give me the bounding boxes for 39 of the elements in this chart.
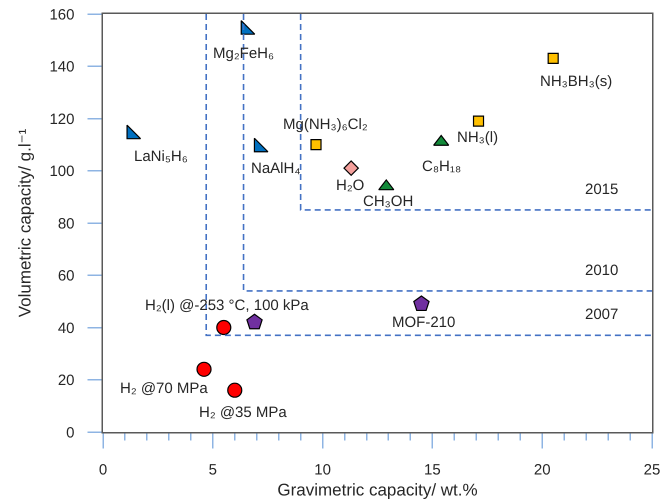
series-label: H₂(l) @-253 °C, 100 kPa	[145, 297, 310, 314]
series-label: NaAlH₄	[251, 160, 300, 177]
x-tick-label: 15	[424, 462, 441, 478]
series-label: NH₃BH₃(s)	[540, 73, 612, 90]
x-tick-label: 20	[534, 462, 551, 478]
series-label: MOF-210	[392, 314, 456, 331]
series-label: H₂O	[336, 177, 364, 194]
y-tick-label: 120	[49, 110, 74, 128]
series-label: 2007	[585, 306, 618, 323]
series-label: Mg₂FeH₆	[213, 45, 274, 62]
series-label: LaNi₅H₆	[134, 148, 188, 165]
point	[227, 382, 242, 398]
series-label: 2015	[585, 181, 618, 198]
series-label: H₂ @35 MPa	[199, 404, 288, 421]
y-tick-label: 60	[58, 268, 74, 284]
point	[413, 295, 430, 312]
series-label: CH₃OH	[363, 193, 414, 210]
y-tick-label: 20	[58, 372, 74, 389]
x-tick-label: 10	[314, 462, 331, 478]
y-tick-label: 40	[58, 320, 74, 337]
y-tick-label: 160	[49, 6, 74, 24]
y-tick-label: 140	[49, 58, 74, 76]
point	[343, 160, 359, 176]
series-label: Mg(NH₃)₆Cl₂	[283, 116, 368, 133]
series-label: NH₃(l)	[457, 129, 498, 146]
x-tick-label: 0	[98, 462, 108, 478]
series-label: H₂ @70 MPa	[120, 380, 208, 397]
y-tick-label: 0	[66, 424, 74, 442]
x-tick-label: 5	[208, 462, 217, 478]
point	[196, 362, 212, 377]
y-tick-label: 80	[58, 215, 74, 232]
series-label: 2010	[585, 262, 618, 279]
series-label: C₈H₁₈	[422, 158, 462, 175]
y-tick-label: 100	[49, 163, 74, 180]
point	[246, 314, 263, 330]
x-axis-title: Gravimetric capacity/ wt.%	[277, 480, 478, 500]
y-axis-title: Volumetric capacity/ g.l⁻¹	[15, 128, 34, 318]
point	[216, 320, 232, 336]
x-tick-label: 25	[644, 462, 660, 478]
